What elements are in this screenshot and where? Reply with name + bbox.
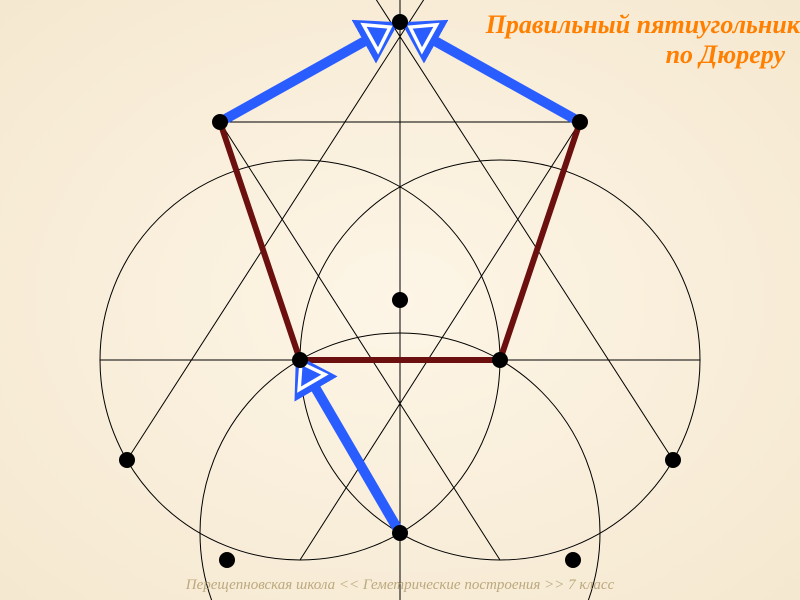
vertex-dot — [219, 552, 235, 568]
pentagon-side — [220, 122, 300, 360]
direction-arrow — [305, 370, 400, 533]
vertex-dot — [212, 114, 228, 130]
vertex-dot — [572, 114, 588, 130]
vertex-dot — [492, 352, 508, 368]
title-line-1: Правильный пятиугольник — [486, 10, 800, 40]
vertex-dot — [392, 525, 408, 541]
geometry-diagram — [0, 0, 800, 600]
title-line-2: по Дюреру — [486, 40, 800, 70]
direction-arrow — [220, 31, 383, 122]
pentagon-side — [500, 122, 580, 360]
title-block: Правильный пятиугольник по Дюреру — [486, 10, 800, 70]
footer-text: Перещепновская школа << Геметрические по… — [0, 577, 800, 594]
vertex-dot — [565, 552, 581, 568]
construction-line — [127, 0, 430, 460]
vertex-dot — [392, 292, 408, 308]
vertex-dot — [119, 452, 135, 468]
construction-line — [300, 122, 580, 560]
vertex-dot — [392, 14, 408, 30]
vertex-dot — [292, 352, 308, 368]
vertex-dot — [665, 452, 681, 468]
construction-line — [220, 122, 500, 560]
